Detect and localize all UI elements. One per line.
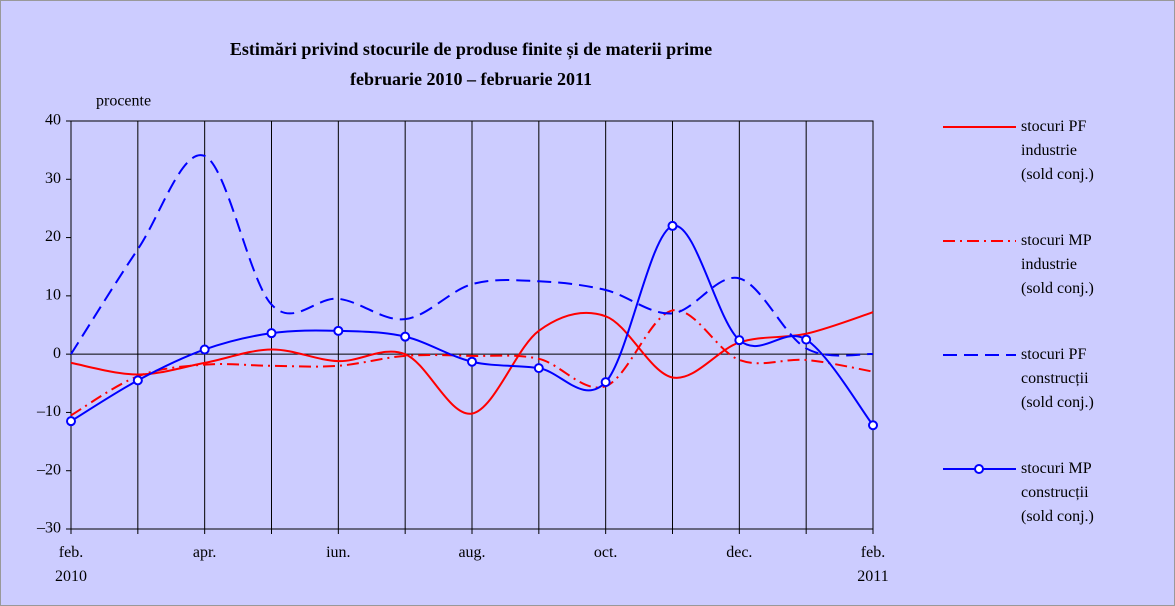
- y-tick-label: 40: [45, 112, 61, 129]
- x-tick-label: aug.: [458, 544, 486, 561]
- point: [734, 335, 745, 346]
- point: [266, 328, 277, 339]
- x-tick-label: oct.: [593, 544, 618, 561]
- y-tick-label: –10: [36, 403, 61, 420]
- series-line: [70, 154, 874, 357]
- y-tick-label: –20: [36, 461, 61, 478]
- x-tick-label: iun.: [326, 544, 351, 561]
- y-tick-label: 20: [45, 228, 61, 245]
- point: [199, 344, 210, 355]
- x-tick-label: feb. 2011: [857, 544, 889, 585]
- point: [333, 325, 344, 336]
- y-tick-label: 30: [45, 170, 61, 187]
- x-tick-label: apr.: [192, 544, 217, 561]
- legend-label: stocuri MP construcții (sold conj.): [1021, 460, 1094, 525]
- legend-label: stocuri PF construcții (sold conj.): [1021, 346, 1094, 411]
- x-tick-label: dec.: [726, 544, 753, 561]
- point: [868, 420, 878, 431]
- chart-subtitle: februarie 2010 – februarie 2011: [350, 69, 592, 89]
- y-tick-label: 0: [53, 345, 61, 362]
- point: [533, 363, 544, 374]
- legend-label: stocuri MP industrie (sold conj.): [1021, 232, 1094, 297]
- legend-label: stocuri PF industrie (sold conj.): [1021, 118, 1094, 183]
- point: [400, 331, 411, 342]
- point: [600, 377, 611, 388]
- legend-marker: [974, 464, 984, 474]
- y-tick-label: –30: [36, 520, 61, 537]
- series-line: [70, 309, 874, 417]
- point: [801, 334, 812, 345]
- y-tick-label: 10: [45, 287, 61, 304]
- chart-title: Estimări privind stocurile de produse fi…: [230, 39, 712, 60]
- point: [132, 375, 143, 386]
- point: [66, 416, 76, 427]
- point: [467, 356, 477, 367]
- y-axis-label: procente: [96, 93, 151, 110]
- point: [667, 220, 678, 231]
- x-tick-label: feb. 2010: [55, 544, 87, 585]
